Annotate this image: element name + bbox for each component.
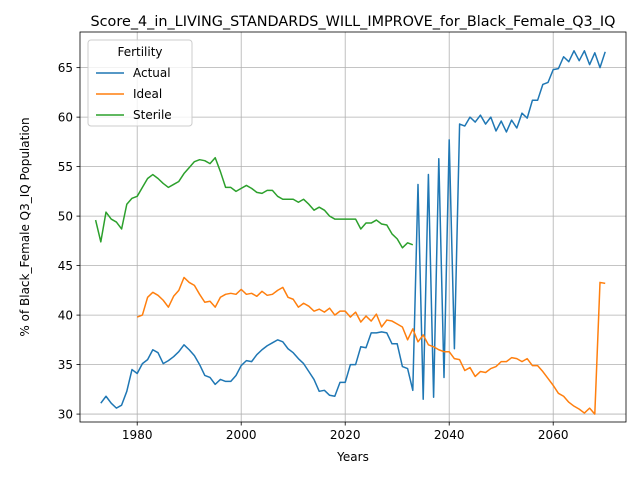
legend-box <box>87 39 193 127</box>
y-tick-label: 45 <box>58 259 73 273</box>
series-line-actual <box>100 50 606 409</box>
legend: Fertility Actual Ideal Sterile <box>87 39 193 127</box>
y-axis-label: % of Black_Female Q3_IQ Population <box>18 117 32 336</box>
plot-frame <box>79 31 627 423</box>
x-tick-label: 2000 <box>226 428 257 442</box>
legend-label-actual: Actual <box>133 66 171 80</box>
y-tick-label: 65 <box>58 61 73 75</box>
x-axis: 1980 2000 2020 2040 2060 <box>122 422 569 442</box>
legend-label-sterile: Sterile <box>133 108 172 122</box>
x-tick-label: 2020 <box>330 428 361 442</box>
legend-title: Fertility <box>117 45 162 59</box>
y-tick-label: 40 <box>58 309 73 323</box>
legend-items: Actual Ideal Sterile <box>96 66 172 122</box>
legend-label-ideal: Ideal <box>133 87 162 101</box>
series-layer <box>94 50 606 415</box>
series-line-sterile <box>94 156 414 249</box>
chart-title: Score_4_in_LIVING_STANDARDS_WILL_IMPROVE… <box>91 14 616 30</box>
grid <box>80 32 626 422</box>
y-tick-label: 50 <box>58 210 73 224</box>
x-axis-label: Years <box>336 450 369 464</box>
y-tick-label: 60 <box>58 111 73 125</box>
y-axis: 30 35 40 45 50 55 60 65 <box>58 61 80 422</box>
x-tick-label: 2060 <box>538 428 569 442</box>
y-tick-label: 35 <box>58 358 73 372</box>
series-line-ideal <box>136 276 606 415</box>
x-tick-label: 1980 <box>122 428 153 442</box>
y-tick-label: 55 <box>58 160 73 174</box>
x-tick-label: 2040 <box>434 428 465 442</box>
y-tick-label: 30 <box>58 408 73 422</box>
